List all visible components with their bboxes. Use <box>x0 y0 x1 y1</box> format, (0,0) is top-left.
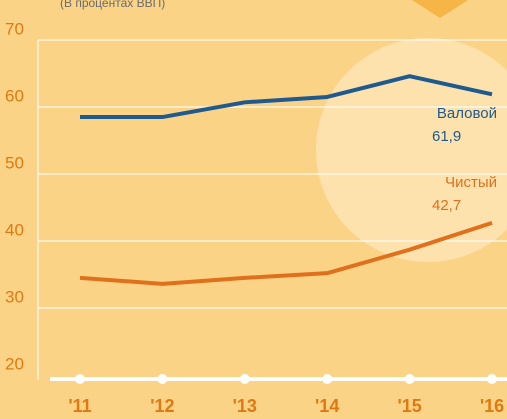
x-tick-dot <box>75 374 85 384</box>
y-tick-label: 70 <box>5 19 24 38</box>
value-label: 42,7 <box>432 197 461 214</box>
x-tick-label: '15 <box>397 396 421 416</box>
line <box>79 221 493 286</box>
x-tick-label: '14 <box>315 396 339 416</box>
pointer <box>412 0 468 18</box>
x-tick-dot <box>322 374 333 384</box>
x-tick-label: '11 <box>68 396 91 416</box>
y-tick-label: 60 <box>5 86 24 105</box>
legend-label: Чистый <box>445 174 497 191</box>
subtitle: (В процентах ВВП) <box>60 0 165 10</box>
x-tick-label: '12 <box>150 396 174 416</box>
x-tick-dot <box>487 374 497 384</box>
x-tick-label: '16 <box>480 396 504 416</box>
x-tick-dot <box>239 374 250 384</box>
x-tick-dot <box>157 374 168 384</box>
highlight-circle <box>316 38 507 262</box>
x-tick-label: '13 <box>233 396 257 416</box>
legend-label: Валовой <box>437 105 497 122</box>
x-tick-dot <box>404 374 415 384</box>
y-tick-label: 40 <box>5 220 24 239</box>
y-tick-label: 50 <box>5 153 24 172</box>
line <box>80 74 493 120</box>
y-tick-label: 20 <box>5 354 24 373</box>
value-label: 61,9 <box>432 128 461 145</box>
y-tick-label: 30 <box>5 287 24 306</box>
